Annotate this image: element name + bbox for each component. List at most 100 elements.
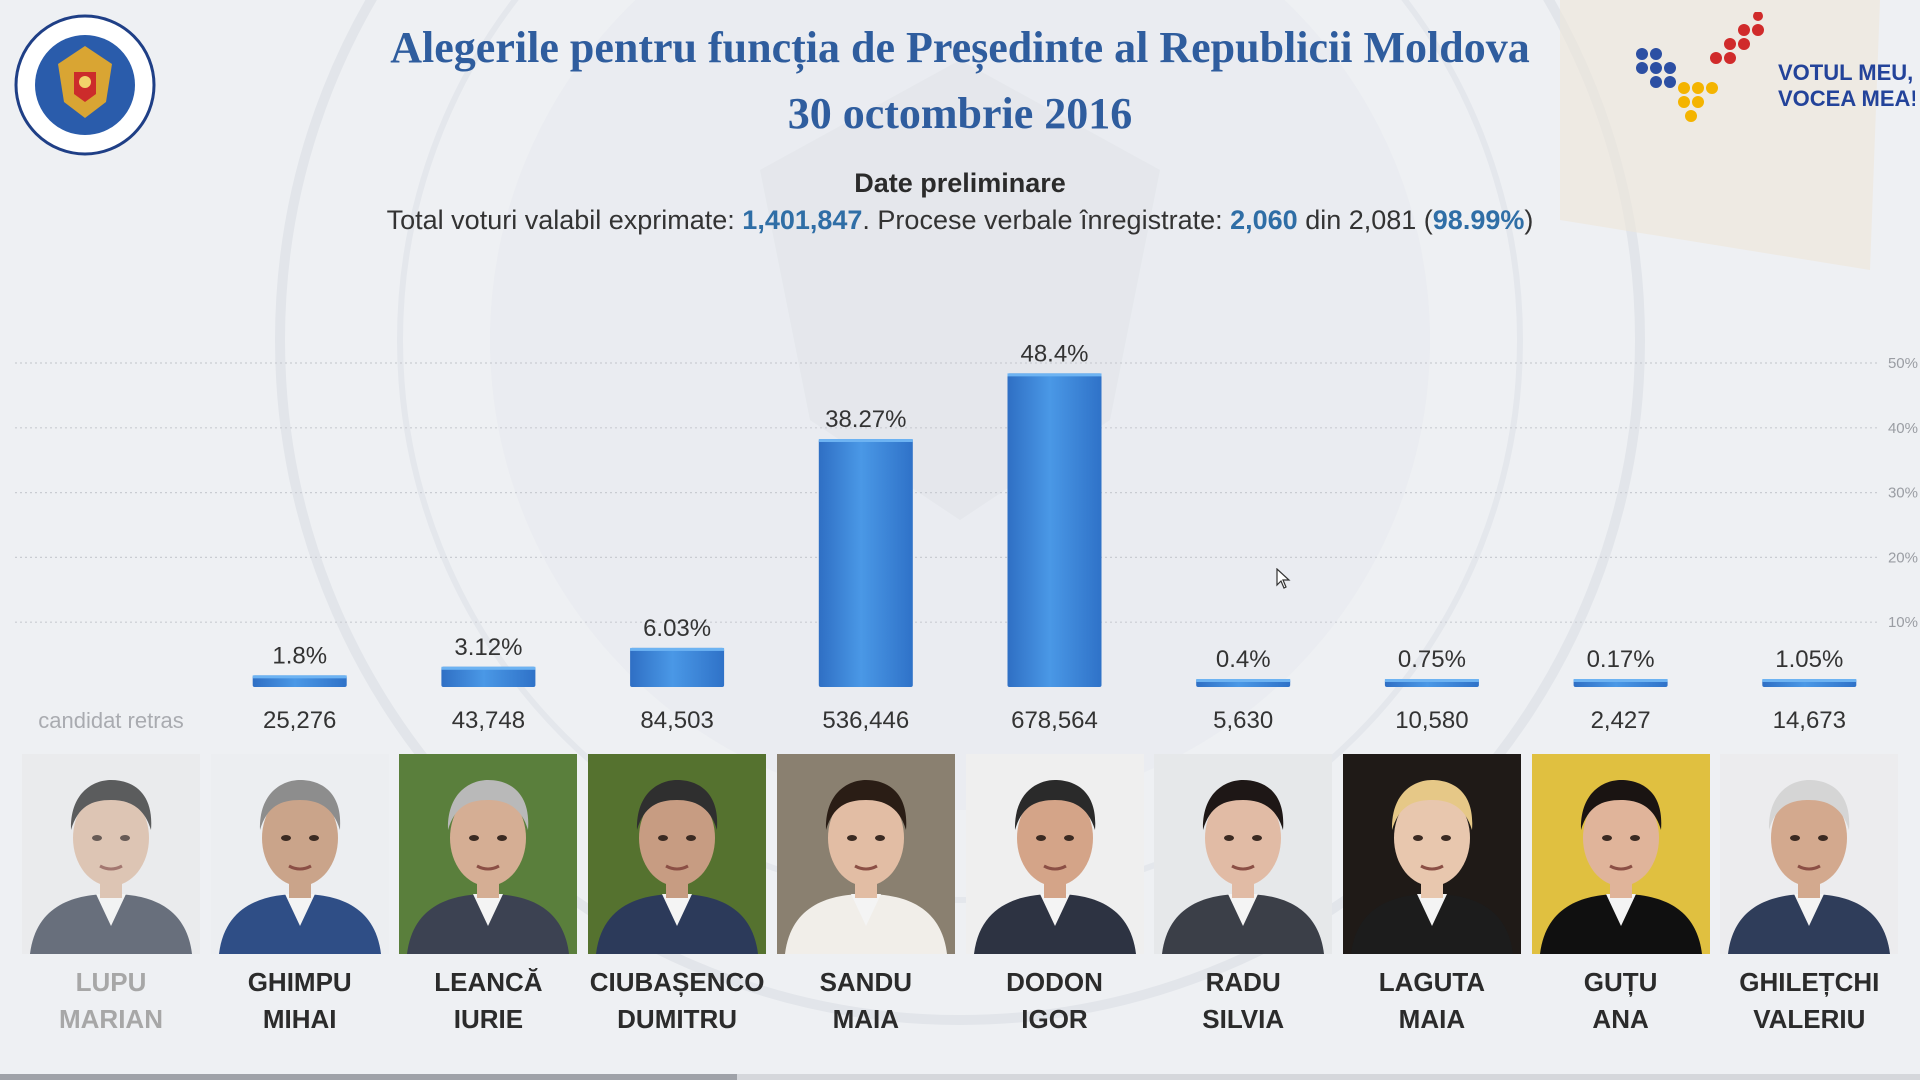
candidate-first-name: ANA (1592, 1004, 1649, 1034)
candidate-first-name: MARIAN (59, 1004, 163, 1034)
candidate-last-name: GHIMPU (247, 967, 352, 997)
chart-bar-highlight (1196, 679, 1291, 682)
results-bar-chart: 50% 40% 30% 20% 10% candidat retras 1.8% 25,276… (15, 340, 1918, 734)
candidate-first-name: MIHAI (262, 1004, 337, 1034)
portrait-image (22, 754, 200, 954)
candidate-first-name: MAIA (1398, 1004, 1466, 1034)
vote-count-label: 25,276 (263, 707, 336, 734)
page-title: Alegerile pentru funcția de Președinte a… (390, 23, 1530, 72)
vote-count-label: 536,446 (822, 707, 909, 734)
candidate-photo (1154, 754, 1333, 954)
candidate-name: CIUBAȘENCO DUMITRU (577, 964, 777, 1038)
candidate-last-name: DODON (1006, 967, 1103, 997)
y-tick-label: 30% (1888, 485, 1918, 502)
candidate-name: SANDU MAIA (766, 964, 966, 1038)
candidate-photo (965, 754, 1144, 954)
vote-count-label: 5,630 (1213, 707, 1273, 734)
candidate-photo (776, 754, 955, 954)
y-tick-label: 40% (1888, 420, 1918, 437)
portrait-image (1720, 754, 1899, 954)
candidate-first-name: VALERIU (1753, 1004, 1866, 1034)
bar-value-label: 0.4% (1216, 646, 1271, 673)
candidate-name: RADU SILVIA (1143, 964, 1343, 1038)
candidate-name: LUPU MARIAN (11, 964, 211, 1038)
y-tick-label: 50% (1888, 355, 1918, 372)
horizontal-scrollbar[interactable] (0, 1074, 1920, 1080)
chart-bar-highlight (1384, 679, 1479, 682)
candidate-photo (1342, 754, 1521, 954)
bar-value-label: 48.4% (1020, 340, 1088, 367)
stats-suffix: ) (1524, 205, 1534, 235)
bar-value-label: 38.27% (825, 406, 906, 433)
candidate-name: GUȚU ANA (1521, 964, 1721, 1038)
mouse-cursor-icon (1276, 568, 1291, 589)
registered-percent-value: 98.99% (1432, 205, 1525, 235)
bar-value-label: 1.05% (1775, 646, 1843, 673)
vote-count-label: 84,503 (640, 707, 713, 734)
chart-bar-highlight (1573, 679, 1668, 682)
chart-bar (1007, 373, 1102, 687)
candidate-last-name: LAGUTA (1378, 967, 1486, 997)
stats-of-text: din 2,081 ( (1297, 205, 1433, 235)
candidate-first-name: MAIA (832, 1004, 900, 1034)
candidate-photo (22, 754, 200, 954)
candidate-first-name: IURIE (453, 1004, 524, 1034)
chart-bar (630, 647, 725, 687)
bar-value-label: 0.17% (1587, 646, 1655, 673)
y-tick-label: 10% (1888, 614, 1918, 631)
page-subtitle: Date preliminare (854, 168, 1066, 198)
candidate-photo (588, 754, 767, 954)
candidate-photo (1531, 754, 1710, 954)
votul-meu-logo: VOTUL MEU, VOCEA MEA! (1636, 12, 1915, 122)
candidate-name: LAGUTA MAIA (1332, 964, 1532, 1038)
stats-middle: . Procese verbale înregistrate: (862, 205, 1231, 235)
portrait-image (399, 754, 578, 954)
bar-value-label: 0.75% (1398, 646, 1466, 673)
y-tick-label: 20% (1888, 549, 1918, 566)
vote-count-label: 10,580 (1395, 707, 1468, 734)
vote-count-label: 678,564 (1011, 707, 1098, 734)
logo-slogan-line2: VOCEA MEA! (1778, 86, 1915, 111)
bar-value-label: 1.8% (272, 642, 327, 669)
bar-value-label: 6.03% (643, 615, 711, 642)
candidate-first-name: SILVIA (1202, 1004, 1285, 1034)
total-votes-value: 1,401,847 (742, 205, 863, 235)
bar-value-label: 3.12% (454, 634, 522, 661)
page-title-date: 30 octombrie 2016 (787, 89, 1133, 138)
portrait-image (965, 754, 1144, 954)
chart-bar-highlight (1762, 679, 1857, 682)
logo-slogan-line1: VOTUL MEU, (1778, 60, 1913, 85)
candidate-last-name: GUȚU (1583, 967, 1658, 997)
candidate-photos (0, 754, 1920, 954)
candidate-name: GHILEȚCHI VALERIU (1709, 964, 1909, 1038)
portrait-image (1342, 754, 1521, 954)
candidate-last-name: RADU (1205, 967, 1281, 997)
chart-bar (441, 666, 536, 687)
portrait-image (588, 754, 767, 954)
portrait-image (1154, 754, 1333, 954)
header: VOTUL MEU, VOCEA MEA! Alegerile pentru f… (0, 0, 1920, 260)
vote-stats-line: Total voturi valabil exprimate: 1,401,84… (0, 205, 1920, 236)
vote-count-label: 2,427 (1591, 707, 1651, 734)
scrollbar-thumb[interactable] (0, 1074, 737, 1080)
candidate-last-name: LUPU (75, 967, 147, 997)
chart-bar-highlight (441, 666, 536, 670)
candidate-photo (1720, 754, 1899, 954)
chart-bar-highlight (252, 675, 347, 679)
chart-bar-highlight (630, 647, 725, 651)
chart-bar-highlight (1007, 373, 1102, 377)
candidate-last-name: SANDU (819, 967, 913, 997)
portrait-image (210, 754, 389, 954)
cec-seal-logo (14, 14, 156, 156)
candidate-first-name: DUMITRU (617, 1004, 738, 1034)
candidate-name: DODON IGOR (955, 964, 1155, 1038)
chart-bar (818, 439, 913, 687)
vote-count-label: candidat retras (38, 708, 184, 733)
candidate-photo (399, 754, 578, 954)
registered-reports-value: 2,060 (1230, 205, 1298, 235)
candidate-first-name: IGOR (1021, 1004, 1088, 1034)
vote-count-label: 14,673 (1773, 707, 1846, 734)
portrait-image (776, 754, 955, 954)
chart-bar-highlight (818, 439, 913, 443)
candidate-name: LEANCĂ IURIE (388, 964, 588, 1038)
